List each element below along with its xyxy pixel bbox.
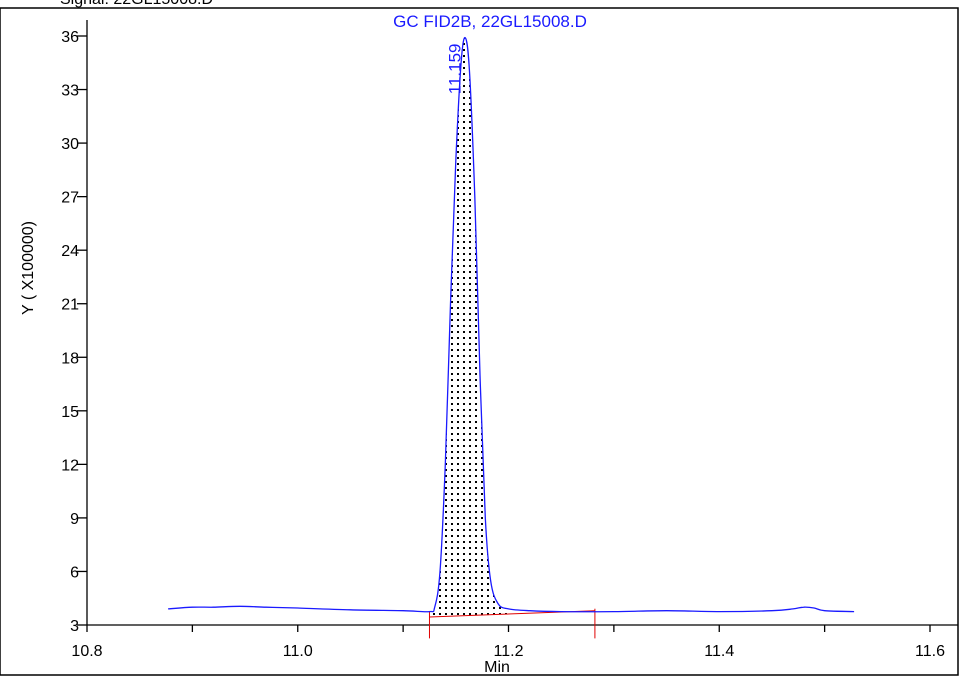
x-tick-label: 11.4 xyxy=(704,643,734,660)
y-tick-label: 6 xyxy=(70,564,79,581)
plot-frame xyxy=(0,7,959,676)
signal-series-line xyxy=(168,36,855,613)
peak-area xyxy=(429,37,509,617)
y-tick-label: 30 xyxy=(61,136,79,153)
top-cut-text: Signal: 22GL15008.D xyxy=(60,0,213,9)
x-tick-label: 11.6 xyxy=(915,643,945,660)
y-tick-label: 33 xyxy=(61,83,79,100)
y-tick-label: 9 xyxy=(70,511,79,528)
chart-title: GC FID2B, 22GL15008.D xyxy=(393,12,587,31)
x-tick-label: 11.0 xyxy=(283,643,313,660)
y-tick-label: 24 xyxy=(61,243,79,260)
y-tick-label: 18 xyxy=(61,350,79,367)
y-axis-label: Y ( X100000) xyxy=(20,221,37,315)
y-tick-label: 27 xyxy=(61,190,79,207)
x-axis-label: Min xyxy=(484,659,510,676)
y-tick-label: 12 xyxy=(61,457,79,474)
y-tick-label: 36 xyxy=(61,29,79,46)
x-tick-label: 11.2 xyxy=(494,643,524,660)
y-tick-label: 3 xyxy=(70,618,79,635)
x-ticks: 10.8 11.0 11.2 11.4 11.6 xyxy=(71,625,945,660)
x-tick-label: 10.8 xyxy=(71,643,102,660)
peak-label: 11.159 xyxy=(445,43,464,94)
y-tick-label: 21 xyxy=(61,297,79,314)
y-tick-label: 15 xyxy=(61,404,79,421)
